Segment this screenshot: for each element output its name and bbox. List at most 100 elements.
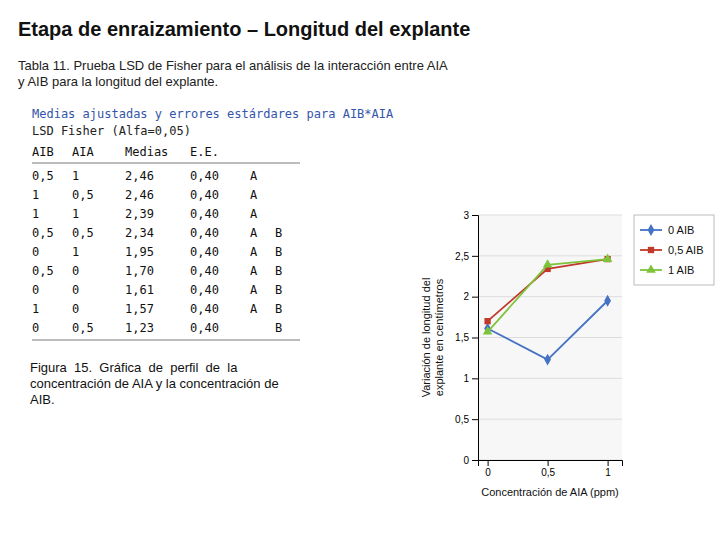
page: Etapa de enraizamiento – Longitud del ex… [0, 0, 720, 540]
tick-label: 2 [463, 291, 469, 302]
tick-mark [608, 460, 609, 466]
table-cell: 0,5 [72, 188, 94, 202]
axis-line [472, 216, 479, 461]
table-column-header: AIA [72, 145, 94, 159]
table-cell: 1,23 [125, 321, 154, 335]
table-cell: 0 [32, 283, 39, 297]
table-cell: B [275, 226, 282, 240]
table-rule [32, 163, 300, 164]
text-line: AIB. [30, 392, 55, 407]
tick-mark [472, 338, 478, 339]
series [484, 295, 611, 366]
table-cell: 1,61 [125, 283, 154, 297]
table-cell: A [250, 264, 258, 278]
tick: 2,5 [455, 251, 478, 262]
tick: 2 [463, 291, 478, 302]
legend-label: 0 AIB [668, 224, 694, 236]
table-column-header: E.E. [190, 145, 219, 159]
legend-label: 0,5 AIB [668, 244, 703, 256]
table-header: Medias ajustadas y errores estárdares pa… [32, 107, 394, 121]
tick: 1 [463, 373, 478, 384]
table-cell: B [275, 264, 282, 278]
table-cell: 2,46 [125, 188, 154, 202]
table-cell: B [275, 321, 282, 335]
tick-label: 0,5 [455, 414, 469, 425]
table-cell: 0,40 [190, 207, 219, 221]
tick-mark [472, 419, 478, 420]
tick: 1 [605, 460, 611, 478]
table-cell: 0 [32, 245, 39, 259]
table-cell: 0 [72, 264, 79, 278]
table-column-header: Medias [125, 145, 168, 159]
point [483, 326, 493, 334]
table-cell: 0,5 [32, 264, 54, 278]
table-cell: 2,39 [125, 207, 154, 221]
table-cell: 1,95 [125, 245, 154, 259]
table-cell: 1 [72, 245, 79, 259]
table-cell: 1 [72, 169, 79, 183]
table-cell: 2,34 [125, 226, 154, 240]
table-cell: 0,5 [72, 226, 94, 240]
table-cell: A [250, 188, 258, 202]
tick: 1,5 [455, 332, 478, 343]
table-cell: 0,40 [190, 245, 219, 259]
table-cell: A [250, 169, 258, 183]
tick-mark [472, 215, 478, 216]
tick-label: 3 [463, 210, 469, 221]
legend-symbol [646, 264, 656, 272]
axis-line [479, 461, 623, 467]
legend-label: 1 AIB [668, 264, 694, 276]
chart: 00,5100,511,522,53Concentración de AIA (… [420, 210, 623, 498]
subtitle: Tabla 11. Prueba LSD de Fisher para el a… [18, 58, 448, 89]
table-cell: 0,40 [190, 188, 219, 202]
table-cell: 1 [72, 207, 79, 221]
table-cell: 0,40 [190, 169, 219, 183]
text-line: Variación de longitud del [420, 278, 432, 398]
table-cell: 0 [72, 302, 79, 316]
tick: 0,5 [541, 460, 555, 478]
tick: 3 [463, 210, 478, 221]
tick-label: 0 [485, 467, 491, 478]
legend-symbol [648, 247, 654, 253]
table-cell: A [250, 302, 258, 316]
tick-label: 1 [605, 467, 611, 478]
table-column-header: AIB [32, 145, 54, 159]
table-cell: 0,40 [190, 226, 219, 240]
table: AIB AIA Medias E.E. 0,5 1 2,46 0,40 A 1 0,5 2,46 0,4… [32, 145, 300, 340]
y-axis-title: Variación de longitud delexplante en cen… [420, 278, 445, 398]
tick: 0,5 [455, 414, 478, 425]
tick-label: 1,5 [455, 332, 469, 343]
text-line: Figura 15. Gráfica de perfil de la [30, 360, 238, 375]
tick: 0 [485, 460, 491, 478]
legend-item: 0 AIB [640, 224, 694, 236]
legend-item: 0,5 AIB [640, 244, 703, 256]
table-cell: 1 [32, 188, 39, 202]
grid-line [478, 215, 622, 216]
table-cell: 0,40 [190, 283, 219, 297]
table-rule [32, 340, 300, 341]
table-cell: B [275, 302, 282, 316]
table-subheader: LSD Fisher (Alfa=0,05) [32, 124, 191, 138]
tick-label: 1 [463, 373, 469, 384]
table-cell: B [275, 245, 282, 259]
x-axis: 00,51 [479, 460, 623, 478]
tick: 0 [463, 455, 478, 466]
table-cell: 2,46 [125, 169, 154, 183]
grid-line [478, 419, 622, 420]
table-cell: 1 [32, 207, 39, 221]
series [483, 254, 613, 335]
table-cell: 0,40 [190, 302, 219, 316]
grid-line [478, 255, 622, 256]
text-line: concentración de AIA y la concentración … [30, 376, 279, 391]
y-axis: 0 0,5 1 1,5 2 2,5 3 [455, 210, 478, 466]
table-cell: 1,70 [125, 264, 154, 278]
tick-label: 2,5 [455, 251, 469, 262]
point [543, 259, 553, 267]
text-line: y AIB para la longitud del explante. [18, 74, 218, 89]
grid-line [478, 296, 622, 297]
table-cell: B [275, 283, 282, 297]
legend: 0 AIB 0,5 AIB 1 AIB [634, 215, 714, 285]
point [484, 318, 490, 324]
table-cell: 1,57 [125, 302, 154, 316]
grid [478, 215, 622, 460]
